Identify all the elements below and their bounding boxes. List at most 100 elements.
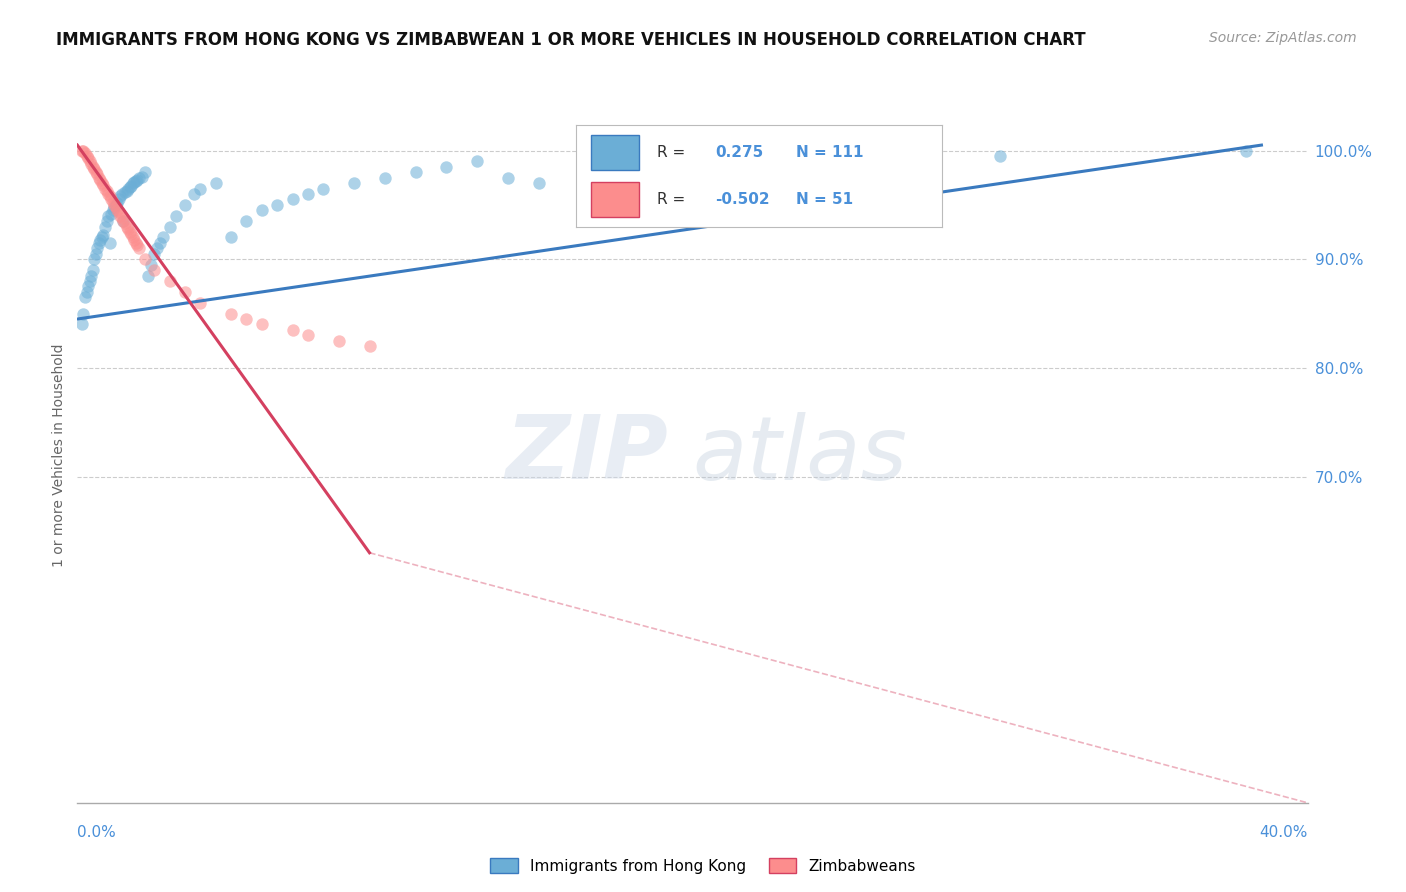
Text: 40.0%: 40.0% <box>1260 825 1308 840</box>
Point <box>105 203 128 218</box>
Point <box>436 160 458 174</box>
Point <box>190 295 212 310</box>
Point <box>219 307 242 321</box>
Point <box>114 216 136 230</box>
Point <box>70 144 93 158</box>
Point <box>143 263 166 277</box>
Point <box>165 209 187 223</box>
Point <box>125 174 148 188</box>
Point <box>121 176 143 190</box>
Point <box>128 241 150 255</box>
Point <box>141 258 163 272</box>
FancyBboxPatch shape <box>591 182 638 218</box>
Point <box>84 247 107 261</box>
Text: ZIP: ZIP <box>505 411 668 499</box>
Text: Source: ZipAtlas.com: Source: ZipAtlas.com <box>1209 31 1357 45</box>
Point <box>121 230 143 244</box>
Point <box>159 219 181 234</box>
Point <box>134 165 156 179</box>
Point <box>343 176 366 190</box>
Point <box>281 193 304 207</box>
Point <box>496 170 519 185</box>
Point <box>90 230 114 244</box>
Point <box>152 230 174 244</box>
Point <box>127 238 149 252</box>
Point <box>149 235 172 250</box>
Point <box>405 165 427 179</box>
Point <box>651 160 673 174</box>
Point <box>105 195 128 210</box>
Point <box>122 233 145 247</box>
Point <box>219 230 242 244</box>
Point <box>82 160 104 174</box>
Point <box>204 176 226 190</box>
Point <box>174 198 197 212</box>
Point <box>87 235 110 250</box>
Point <box>1234 144 1257 158</box>
Point <box>79 274 101 288</box>
Point <box>89 233 111 247</box>
Point <box>104 200 127 214</box>
Point <box>235 214 257 228</box>
Point <box>835 149 858 163</box>
Point <box>359 339 381 353</box>
Point <box>115 184 138 198</box>
Point <box>111 211 134 225</box>
Point <box>136 268 159 283</box>
Point <box>131 169 153 184</box>
Point <box>104 198 127 212</box>
Point <box>82 263 104 277</box>
Point <box>114 185 136 199</box>
Point <box>120 227 142 242</box>
Point <box>112 214 135 228</box>
Point <box>72 144 94 158</box>
Point <box>98 235 121 250</box>
Point <box>100 193 122 207</box>
Point <box>235 312 257 326</box>
Point <box>328 334 350 348</box>
Point <box>266 198 288 212</box>
Point <box>118 180 141 194</box>
Point <box>101 203 124 218</box>
Point <box>84 165 107 179</box>
Point <box>174 285 197 299</box>
Point <box>128 170 150 185</box>
Point <box>72 307 94 321</box>
Point <box>297 328 319 343</box>
Point <box>96 184 118 198</box>
Point <box>97 209 120 223</box>
Point <box>73 145 96 160</box>
Point <box>312 181 335 195</box>
Point <box>100 206 122 220</box>
Point <box>97 187 120 202</box>
Point <box>76 149 98 163</box>
Point <box>77 151 100 165</box>
Point <box>250 318 273 332</box>
Point <box>127 173 149 187</box>
Point <box>103 200 125 214</box>
Text: IMMIGRANTS FROM HONG KONG VS ZIMBABWEAN 1 OR MORE VEHICLES IN HOUSEHOLD CORRELAT: IMMIGRANTS FROM HONG KONG VS ZIMBABWEAN … <box>56 31 1085 49</box>
Text: R =: R = <box>657 193 690 207</box>
Point <box>988 149 1011 163</box>
Text: 0.275: 0.275 <box>716 145 763 160</box>
Point <box>589 165 612 179</box>
Point <box>374 170 396 185</box>
Point <box>110 209 132 223</box>
Point <box>117 181 139 195</box>
Point <box>117 222 139 236</box>
Point <box>527 176 550 190</box>
Point <box>112 214 135 228</box>
Point <box>101 194 124 209</box>
Point <box>76 285 98 299</box>
Point <box>103 198 125 212</box>
Point <box>86 241 108 255</box>
Point <box>159 274 181 288</box>
Text: R =: R = <box>657 145 690 160</box>
Point <box>96 214 118 228</box>
Point <box>89 173 111 187</box>
FancyBboxPatch shape <box>591 136 638 170</box>
Point <box>73 290 96 304</box>
Point <box>108 205 131 219</box>
Point <box>281 323 304 337</box>
Point <box>87 170 110 185</box>
